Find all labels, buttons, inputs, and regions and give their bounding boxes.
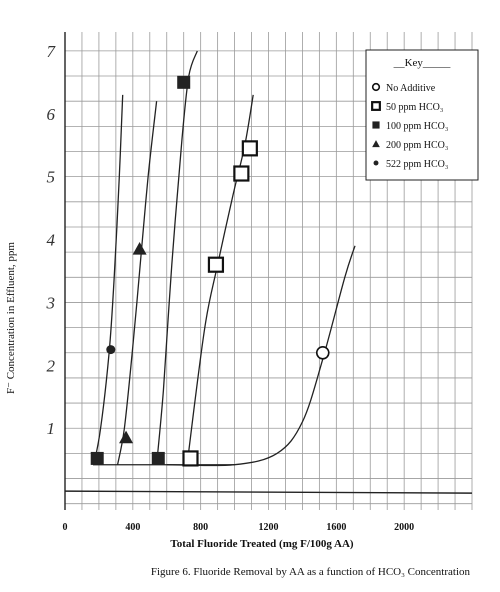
data-point-open-circle [371, 82, 381, 92]
legend-entry: 100 ppm HCO₃ [386, 121, 448, 132]
data-point-filled-square [372, 121, 380, 129]
y-tick-label: 6 [47, 105, 56, 124]
y-tick-label: 3 [46, 293, 56, 312]
y-tick-label: 7 [47, 42, 57, 61]
y-tick-label: 4 [47, 231, 56, 250]
x-tick-label: 800 [193, 522, 208, 533]
data-point-filled-triangle [372, 140, 380, 148]
figure-caption: Figure 6. Fluoride Removal by AA as a fu… [151, 566, 471, 578]
y-tick-labels: 1 2 3 4 5 6 7 [46, 42, 57, 438]
x-tick-labels: 0 400 800 1200 1600 2000 [63, 522, 415, 533]
legend-entry: 522 ppm HCO₃ [386, 159, 448, 170]
legend-entry: 50 ppm HCO₃ [386, 102, 443, 113]
x-axis [64, 490, 473, 494]
data-point-filled-square [90, 451, 104, 465]
data-point-filled-triangle [119, 430, 134, 444]
x-axis-label: Total Fluoride Treated (mg F/100g AA) [170, 538, 354, 550]
x-tick-label: 1200 [259, 522, 279, 533]
legend-entry: No Additive [386, 83, 436, 94]
legend: __Key_____ No Additive 50 ppm HCO₃ 100 ppm… [365, 49, 479, 181]
x-tick-label: 2000 [394, 522, 414, 533]
legend-title: __Key_____ [393, 57, 451, 69]
data-point-filled-square [151, 451, 165, 465]
data-point-filled-triangle [132, 241, 147, 255]
y-tick-label: 5 [47, 168, 56, 187]
legend-box [365, 49, 479, 181]
data-point-filled-square [177, 75, 191, 89]
data-point-open-square [182, 450, 199, 467]
x-tick-label: 1600 [326, 522, 346, 533]
data-point-open-circle [315, 345, 330, 360]
y-tick-label: 2 [47, 356, 56, 375]
series-curve [116, 101, 158, 465]
data-point-open-square [241, 140, 258, 157]
y-axis-label: F⁻ Concentration in Effluent, ppm [5, 242, 17, 394]
data-point-open-square [233, 165, 250, 182]
x-tick-label: 0 [63, 522, 68, 533]
x-tick-label: 400 [125, 522, 140, 533]
y-tick-label: 1 [47, 419, 56, 438]
data-point-open-square [207, 256, 225, 273]
series-curve [166, 245, 356, 467]
data-points [90, 75, 330, 467]
data-point-filled-circle [373, 160, 379, 166]
legend-entry: 200 ppm HCO₃ [386, 140, 448, 151]
data-point-open-square [371, 101, 381, 111]
series-curve [93, 94, 124, 465]
data-point-filled-circle [106, 345, 116, 355]
